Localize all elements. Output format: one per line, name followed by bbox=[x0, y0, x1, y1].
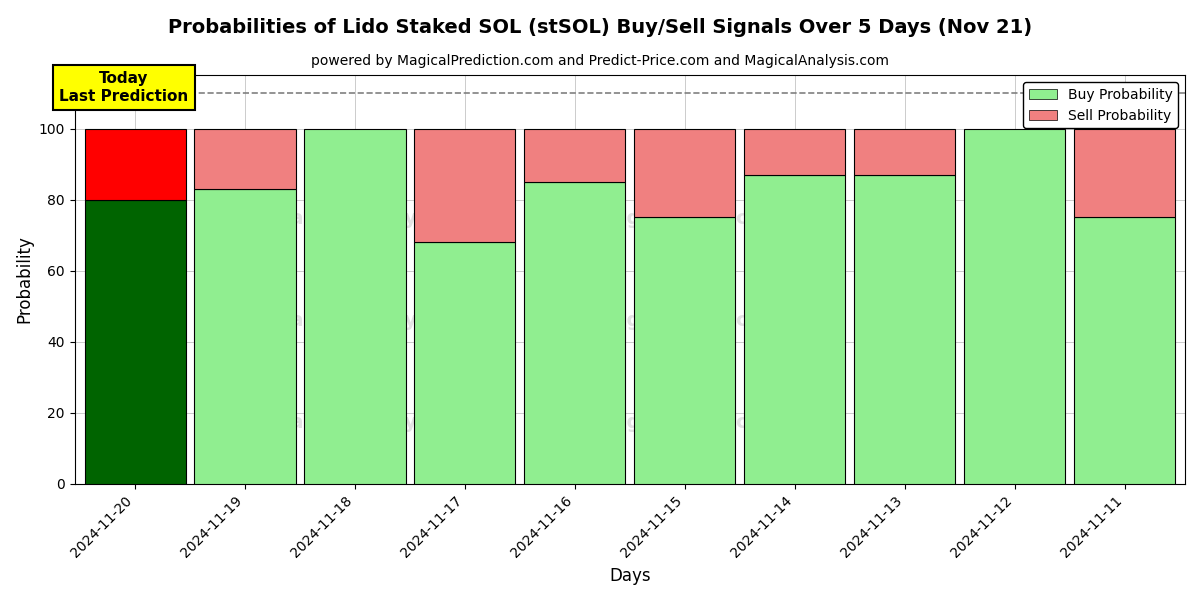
Bar bbox=[524, 128, 625, 182]
Bar bbox=[744, 128, 845, 175]
Text: MagicalPrediction.com: MagicalPrediction.com bbox=[594, 413, 844, 432]
Bar bbox=[84, 200, 186, 484]
X-axis label: Days: Days bbox=[610, 567, 650, 585]
Text: MagicalPrediction.com: MagicalPrediction.com bbox=[594, 311, 844, 330]
Text: MagicalPrediction.com: MagicalPrediction.com bbox=[594, 209, 844, 228]
Bar bbox=[635, 128, 736, 217]
Bar bbox=[194, 189, 295, 484]
Text: MagicalAnalysis.com: MagicalAnalysis.com bbox=[271, 413, 499, 432]
Bar bbox=[964, 128, 1066, 484]
Bar bbox=[854, 175, 955, 484]
Bar bbox=[524, 182, 625, 484]
Legend: Buy Probability, Sell Probability: Buy Probability, Sell Probability bbox=[1024, 82, 1178, 128]
Text: Today
Last Prediction: Today Last Prediction bbox=[60, 71, 188, 104]
Bar bbox=[1074, 128, 1175, 217]
Bar bbox=[414, 242, 516, 484]
Bar bbox=[84, 128, 186, 200]
Bar bbox=[305, 128, 406, 484]
Text: MagicalAnalysis.com: MagicalAnalysis.com bbox=[271, 311, 499, 330]
Text: powered by MagicalPrediction.com and Predict-Price.com and MagicalAnalysis.com: powered by MagicalPrediction.com and Pre… bbox=[311, 54, 889, 68]
Bar bbox=[744, 175, 845, 484]
Text: MagicalAnalysis.com: MagicalAnalysis.com bbox=[271, 209, 499, 228]
Bar bbox=[854, 128, 955, 175]
Text: Probabilities of Lido Staked SOL (stSOL) Buy/Sell Signals Over 5 Days (Nov 21): Probabilities of Lido Staked SOL (stSOL)… bbox=[168, 18, 1032, 37]
Bar bbox=[1074, 217, 1175, 484]
Bar bbox=[414, 128, 516, 242]
Y-axis label: Probability: Probability bbox=[16, 236, 34, 323]
Bar bbox=[635, 217, 736, 484]
Bar bbox=[194, 128, 295, 189]
